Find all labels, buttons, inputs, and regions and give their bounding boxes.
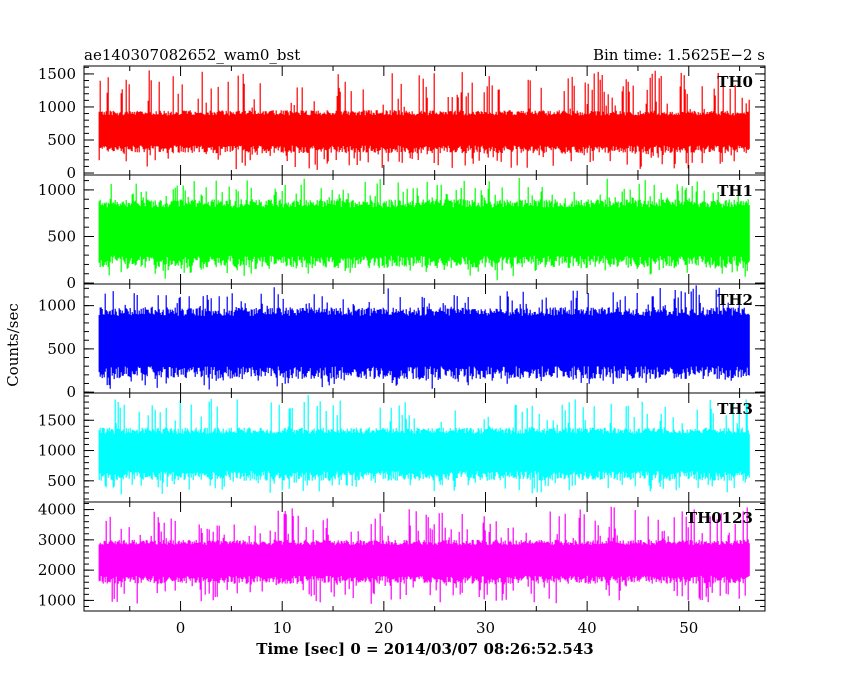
y-tick-label: 500 [47,472,76,490]
y-axis-label: Counts/sec [4,303,22,387]
figure-title: ae140307082652_wam0_bst [84,46,300,64]
y-tick-label: 1000 [38,591,76,609]
panel-th0123: 1000 2000 3000 4000 TH0123 [38,501,766,612]
x-tick-label: 50 [679,619,698,637]
y-tick-label: 0 [66,383,76,401]
y-tick-label: 4000 [38,501,76,519]
y-tick-label: 1000 [38,442,76,460]
series-th2 [98,285,750,390]
x-tick-label: 10 [273,619,292,637]
panel-label: TH0123 [686,509,753,527]
y-tick-label: 500 [47,131,76,149]
x-tick-label: 30 [476,619,495,637]
y-tick-label: 2000 [38,561,76,579]
y-tick-label: 0 [66,164,76,182]
panel-label: TH0 [717,73,753,91]
series-th1 [98,178,750,281]
panel-label: TH3 [717,400,753,418]
series-th0 [98,70,750,170]
panel-th2: 0 500 1000 TH2 [38,283,766,401]
y-tick-label: 500 [47,340,76,358]
y-tick-label: 1000 [38,297,76,315]
panel-th0: 0 500 1000 1500 TH0 [38,65,766,182]
series-th3 [98,395,750,495]
bin-time-label: Bin time: 1.5625E−2 s [593,46,765,64]
panel-th3: 500 1000 1500 TH3 [38,392,766,503]
y-tick-label: 1500 [38,65,76,83]
x-axis-label: Time [sec] 0 = 2014/03/07 08:26:52.543 [256,640,593,658]
y-tick-label: 1000 [38,98,76,116]
panel-label: TH2 [717,291,753,309]
panel-label: TH1 [717,182,753,200]
x-tick-label: 20 [374,619,393,637]
y-tick-label: 500 [47,227,76,245]
x-tick-label: 0 [176,619,186,637]
x-tick-label: 40 [578,619,597,637]
panel-frame [83,501,766,612]
y-tick-label: 1000 [38,181,76,199]
y-tick-label: 1500 [38,411,76,429]
panel-th1: 0 500 1000 TH1 [38,174,766,292]
y-tick-label: 3000 [38,531,76,549]
series-th0123 [98,506,750,604]
y-tick-label: 0 [66,274,76,292]
